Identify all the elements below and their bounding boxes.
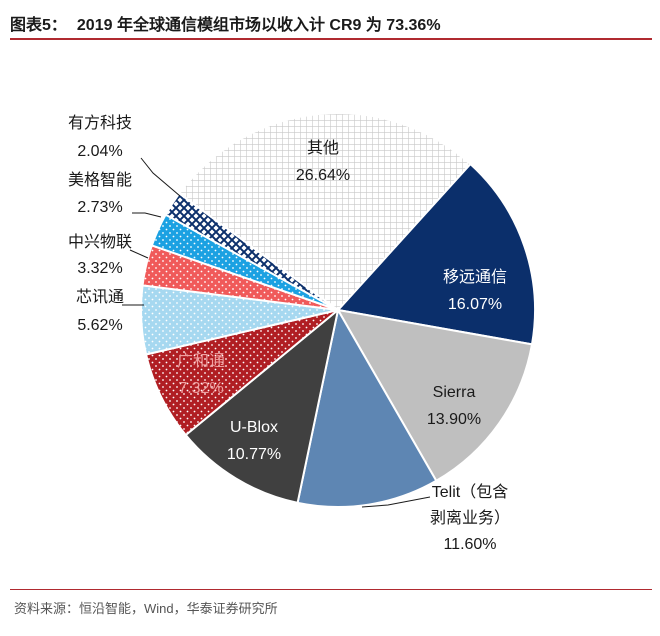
slice-label-ublox: U-Blox xyxy=(230,419,278,436)
slice-value-youfang: 2.04% xyxy=(77,143,122,160)
footer-rule xyxy=(10,589,652,590)
pie-chart: 移远通信 16.07% Sierra 13.90% Telit（包含剥离业务） 11.60… xyxy=(68,112,536,553)
leader-line-youfang xyxy=(140,157,181,197)
figure-number: 图表5： xyxy=(10,17,67,34)
slice-label-yiyuan: 移远通信 xyxy=(443,268,507,286)
slice-value-guanghetong: 7.32% xyxy=(178,380,223,397)
leader-line-zhongxing xyxy=(129,249,149,259)
slice-label-other: 其他 xyxy=(307,139,339,157)
slice-label-youfang: 有方科技 xyxy=(68,114,132,132)
pie-slice-other xyxy=(177,112,472,312)
leader-line-meige xyxy=(132,212,162,218)
source-note: 资料来源：恒沿智能，Wind，华泰证券研究所 xyxy=(14,601,278,616)
pie-slice-ublox xyxy=(184,307,340,504)
slice-label-guanghetong: 广和通 xyxy=(177,352,225,370)
chart-title-text: 2019 年全球通信模组市场以收入计 CR9 为 73.36% xyxy=(76,17,441,34)
slice-label-xinxuntong: 芯讯通 xyxy=(76,288,124,306)
slice-value-xinxuntong: 5.62% xyxy=(77,317,122,334)
leader-line-telit xyxy=(361,496,431,508)
slice-value-yiyuan: 16.07% xyxy=(448,296,502,313)
slice-label-sierra: Sierra xyxy=(433,384,476,401)
slice-value-sierra: 13.90% xyxy=(427,411,481,428)
slice-label-meige: 美格智能 xyxy=(68,171,132,189)
pie-slice-telit xyxy=(296,307,438,508)
pie-slice-sierra xyxy=(336,308,534,483)
slice-value-other: 26.64% xyxy=(296,167,350,184)
chart-title: 图表5： 2019 年全球通信模组市场以收入计 CR9 为 73.36% xyxy=(10,11,650,35)
slice-value-meige: 2.73% xyxy=(77,199,122,216)
slice-value-telit: 11.60% xyxy=(443,536,496,553)
slice-label-telit: Telit（包含剥离业务） xyxy=(430,483,510,527)
pie-slice-yiyuan xyxy=(336,162,536,346)
slice-value-ublox: 10.77% xyxy=(227,446,281,463)
title-rule xyxy=(10,38,652,40)
slice-label-zhongxing: 中兴物联 xyxy=(68,233,132,251)
slice-value-zhongxing: 3.32% xyxy=(77,260,122,277)
